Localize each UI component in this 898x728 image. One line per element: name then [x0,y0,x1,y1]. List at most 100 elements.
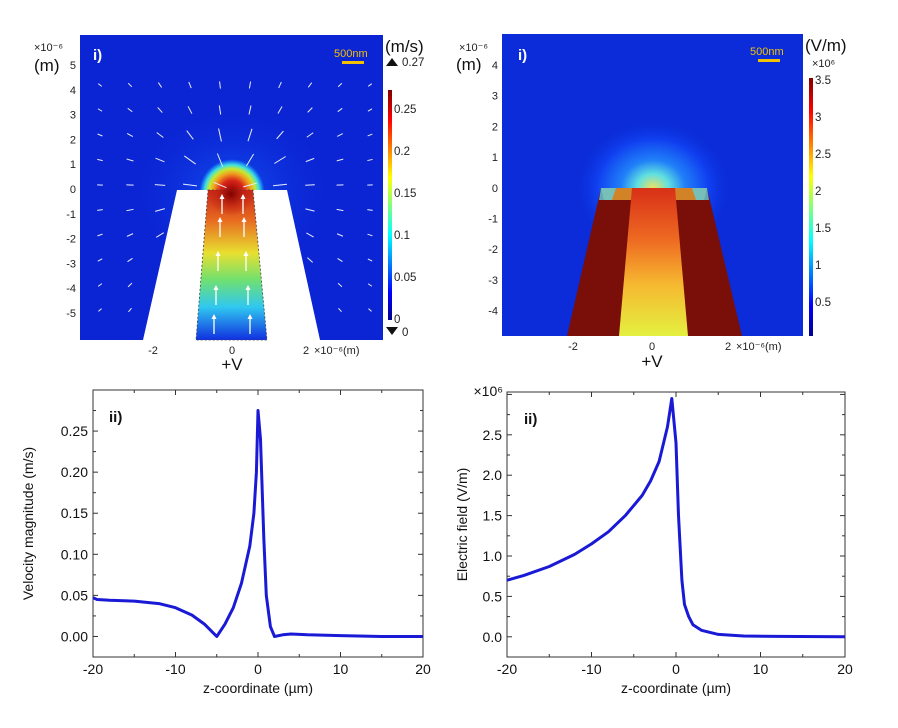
x-tick-label: 2 [725,341,731,353]
data-line [92,409,423,638]
y-tick-label: 1 [70,159,76,171]
velocity-arrow [367,158,373,162]
y-tick-label: 0.25 [61,423,88,439]
colorbar-tick-label: 1 [815,260,821,272]
y-tick-label: -1 [66,209,76,221]
electrode-voltage-label: +V [221,355,243,374]
y-tick-label: 1.0 [483,548,503,564]
colorbar-tick-label: 0.1 [394,230,410,242]
velocity-arrow [274,156,286,164]
x-tick-label: 0 [254,661,262,677]
x-tick-label: -2 [148,345,158,357]
velocity-arrow [367,233,373,237]
colorbar-tick-label: 3 [815,112,821,124]
velocity-arrow [126,208,134,212]
y-tick-label: 0.00 [61,628,88,644]
y-tick-label: 0.20 [61,464,88,480]
data-line [506,397,846,639]
y-tick-label: -2 [66,234,76,246]
y-tick-label: -3 [66,258,76,270]
y-tick-label: 1.5 [483,508,503,524]
arrow-head-icon [240,194,246,199]
velocity-arrow [305,184,315,186]
velocity-arrow [277,106,283,114]
x-axis-label: z-coordinate (µm) [203,680,313,696]
velocity-arrow [97,283,103,287]
velocity-arrow [182,183,198,187]
velocity-arrow [155,232,165,238]
velocity-arrow [307,82,313,88]
arrow-head-icon [241,217,247,222]
x-tick-label: 20 [837,661,853,677]
x-tick-label: 0 [229,345,235,357]
y-tick-label: 0 [70,184,76,196]
y-tick-label: 3 [492,91,498,103]
x-tick-label: -10 [165,661,185,677]
velocity-arrow [305,157,315,163]
x-tick-label: 10 [753,661,769,677]
y-tick-label: 0.5 [483,588,503,604]
scale-bar [758,59,780,62]
y-tick-label: 2 [70,134,76,146]
y-tick-label: 4 [492,60,498,72]
velocity-arrow [336,208,344,212]
velocity-arrow [126,133,134,137]
velocity-arrow [157,107,163,113]
field-channel [619,188,688,336]
y-tick-label: -1 [488,214,498,226]
colorbar-max-label: 0.27 [402,57,424,69]
y-tick-label: 5 [70,60,76,72]
velocity-arrow [97,258,103,262]
velocity-arrow [306,232,314,238]
y-axis-unit: (m) [456,55,481,74]
velocity-arrow [306,132,314,138]
x-tick-label: 20 [415,661,431,677]
velocity-arrow [337,257,343,263]
y-axis-multiplier: ×10⁻⁶ [459,42,488,54]
arrow-head-icon [247,314,253,319]
velocity-arrow [337,133,343,137]
velocity-arrow [127,282,133,288]
colorbar-unit: (V/m) [805,36,847,55]
colorbar-tick-labels: 0.25 0.2 0.15 0.1 0.05 0 [394,104,416,326]
velocity-arrow [156,132,164,138]
velocity-arrow [97,108,103,112]
panel-label: ii) [524,411,537,428]
velocity-arrow [218,105,222,115]
velocity-arrow [187,106,193,114]
velocity-arrow [367,108,373,112]
velocity-arrow [188,81,192,89]
x-tick-label: 0 [649,341,655,353]
y-tick-label: -3 [488,275,498,287]
y-tick-label: -5 [66,308,76,320]
velocity-arrow [367,209,373,211]
x-tick-label: -20 [497,661,517,677]
y-axis-unit: (m) [34,56,59,75]
y-tick-label: -4 [66,283,76,295]
colorbar-min-label: 0 [402,327,408,339]
y-axis-multiplier: ×10⁶ [473,383,503,399]
x-tick-label: -20 [83,661,103,677]
velocity-arrow [272,183,288,187]
velocity-profile-chart: -20 -10 0 10 20 0.00 0.05 0.10 0.15 0.20 0.25 z-coo… [20,389,431,696]
x-tick-label: 2 [303,345,309,357]
arrow-head-icon [245,285,251,290]
colorbar-tick-label: 2.5 [815,149,831,161]
x-tick-label: 0 [672,661,680,677]
scale-bar-label: 500nm [334,48,368,60]
colorbar-tick-label: 1.5 [815,223,831,235]
velocity-arrow [155,208,165,212]
velocity-arrow [157,82,163,88]
colorbar-tick-label: 0.5 [815,297,831,309]
panel-label: i) [93,47,102,64]
velocity-arrow [337,282,343,288]
panel-label: i) [518,47,527,64]
velocity-arrow [367,258,373,262]
scale-bar-label: 500nm [750,46,784,58]
velocity-arrow [367,133,373,137]
velocity-arrow [336,233,344,237]
velocity-arrow [337,107,343,113]
velocity-arrow [278,81,282,89]
arrow-head-icon [217,217,223,222]
